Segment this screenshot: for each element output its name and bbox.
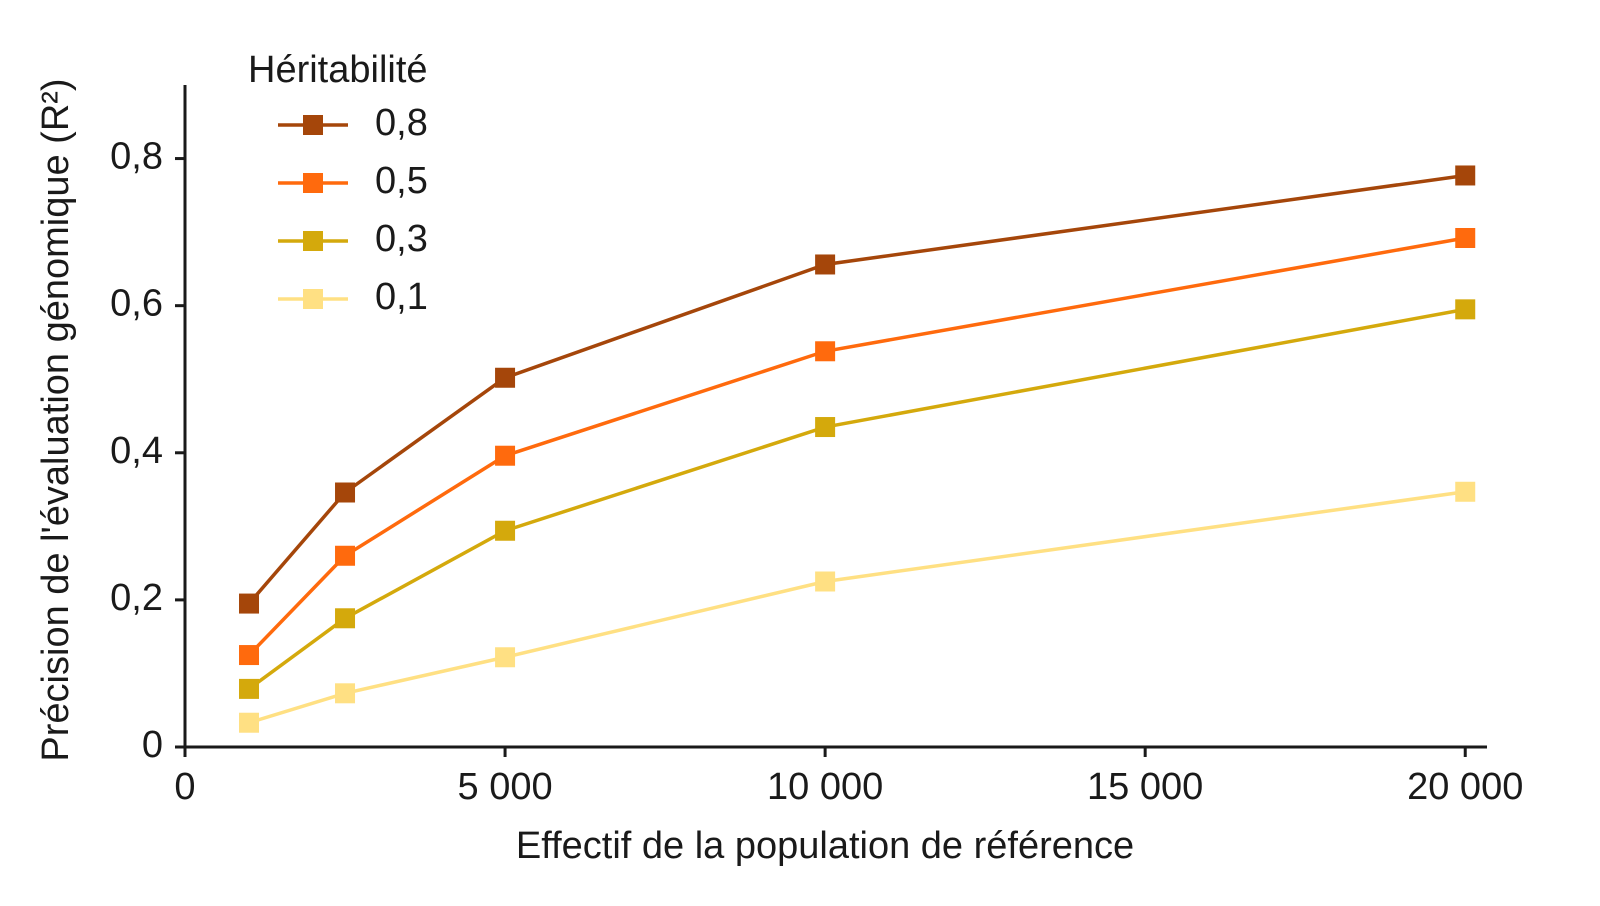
- legend-label: 0,8: [375, 102, 428, 144]
- y-axis-label: Précision de l'évaluation génomique (R²): [35, 78, 77, 761]
- x-tick-label: 10 000: [767, 766, 883, 808]
- marker: [495, 520, 516, 541]
- marker: [495, 367, 516, 388]
- legend-marker: [303, 231, 323, 251]
- legend-label: 0,1: [375, 276, 428, 318]
- x-tick-label: 20 000: [1407, 766, 1523, 808]
- marker: [1455, 165, 1476, 186]
- marker: [239, 678, 260, 699]
- y-tick-label: 0,2: [110, 577, 163, 619]
- marker: [495, 647, 516, 668]
- x-tick-label: 15 000: [1087, 766, 1203, 808]
- legend-label: 0,3: [375, 218, 428, 260]
- marker: [239, 645, 260, 666]
- y-tick-label: 0,4: [110, 430, 163, 472]
- marker: [815, 571, 836, 592]
- marker: [335, 683, 356, 704]
- marker: [335, 608, 356, 629]
- marker: [815, 254, 836, 275]
- marker: [495, 445, 516, 466]
- marker: [239, 593, 260, 614]
- x-tick-label: 5 000: [458, 766, 553, 808]
- series-line: [248, 490, 1466, 725]
- x-tick-label: 0: [174, 766, 195, 808]
- x-axis-label: Effectif de la population de référence: [516, 825, 1134, 867]
- marker: [1455, 299, 1476, 320]
- marker: [815, 417, 836, 438]
- marker: [1455, 481, 1476, 502]
- y-tick-label: 0: [142, 724, 163, 766]
- legend-marker: [303, 115, 323, 135]
- y-tick-label: 0,6: [110, 283, 163, 325]
- legend-marker: [303, 173, 323, 193]
- marker: [335, 482, 356, 503]
- marker: [815, 341, 836, 362]
- legend-label: 0,5: [375, 160, 428, 202]
- marker: [335, 545, 356, 566]
- legend-title: Héritabilité: [248, 49, 428, 91]
- marker: [1455, 227, 1476, 248]
- series-line: [247, 236, 1466, 657]
- series-line: [247, 307, 1466, 691]
- y-tick-label: 0,8: [110, 136, 163, 178]
- marker: [239, 712, 260, 733]
- series-line: [247, 173, 1466, 605]
- legend-marker: [303, 289, 323, 309]
